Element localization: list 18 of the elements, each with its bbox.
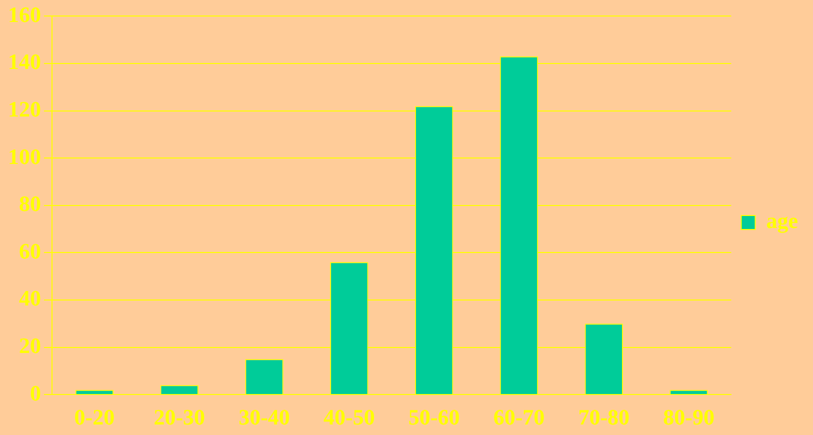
y-tick-label: 160 (8, 2, 41, 27)
x-tick-label: 40-50 (324, 404, 375, 430)
x-tick-label: 80-90 (663, 404, 714, 430)
legend-label: age (766, 208, 798, 234)
x-tick-label: 20-30 (154, 404, 206, 430)
y-tick-label: 40 (19, 286, 41, 311)
x-tick-label: 30-40 (238, 404, 290, 430)
y-tick-label: 60 (19, 238, 41, 264)
x-tick-label: 50-60 (408, 404, 460, 430)
x-tick-label: 60-70 (493, 404, 545, 430)
y-tick-label: 0 (30, 380, 41, 406)
x-tick-label: 70-80 (578, 404, 630, 430)
x-tick-label: 0-20 (74, 404, 115, 430)
y-tick-label: 20 (19, 332, 41, 358)
y-tick-label: 80 (19, 191, 41, 216)
y-tick-label: 120 (8, 96, 41, 122)
y-tick-label: 140 (8, 49, 41, 74)
y-tick-label: 100 (8, 144, 41, 169)
